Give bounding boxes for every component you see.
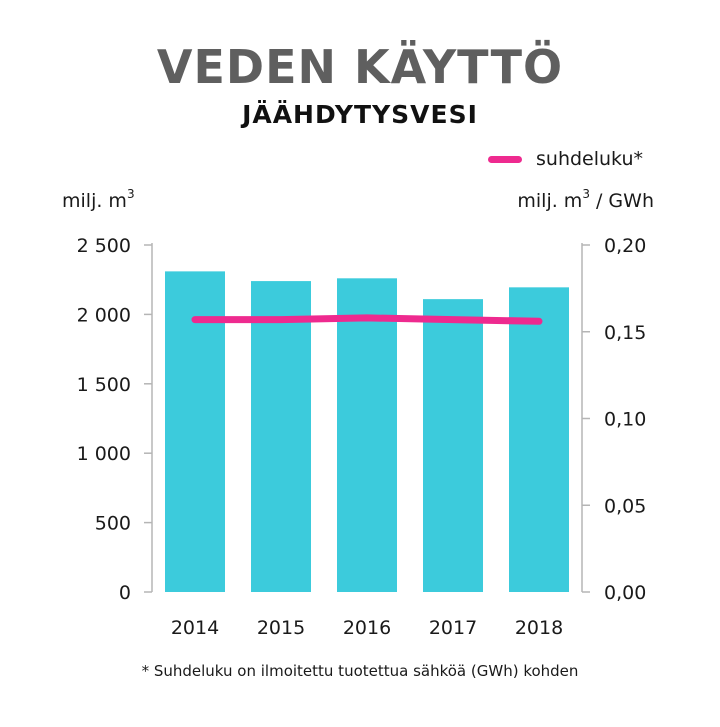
left-tick-label: 1 000 <box>77 443 131 465</box>
suhdeluku-line <box>191 314 543 325</box>
bar-2017 <box>423 299 483 592</box>
right-tick-label: 0,00 <box>604 582 646 604</box>
chart-subtitle: JÄÄHDYTYSVESI <box>242 100 478 129</box>
right-axis-unit: milj. m3 / GWh <box>517 187 654 212</box>
right-axis-unit-sup: 3 <box>582 187 590 201</box>
left-tick-label: 2 500 <box>77 235 131 257</box>
legend: suhdeluku* <box>488 146 643 172</box>
x-tick-label: 2014 <box>171 617 219 639</box>
x-tick-label: 2018 <box>515 617 563 639</box>
left-tick-label: 0 <box>119 582 131 604</box>
right-axis-unit-suffix: / GWh <box>589 190 654 212</box>
right-tick-label: 0,05 <box>604 495 646 517</box>
footnote: * Suhdeluku on ilmoitettu tuotettua sähk… <box>141 662 579 680</box>
right-tick-label: 0,20 <box>604 235 646 257</box>
x-tick-label: 2016 <box>343 617 391 639</box>
bar-2015 <box>251 281 311 592</box>
left-axis-unit-text: milj. m <box>62 190 127 212</box>
left-tick-label: 500 <box>95 513 131 535</box>
x-tick-label: 2017 <box>429 617 477 639</box>
left-tick-label: 2 000 <box>77 304 131 326</box>
bar-2018 <box>509 287 569 592</box>
right-tick-label: 0,10 <box>604 409 646 431</box>
legend-label-suhdeluku: suhdeluku* <box>536 148 644 170</box>
legend-line-swatch <box>488 155 522 163</box>
bar-2014 <box>165 271 225 592</box>
left-axis-unit: milj. m3 <box>62 187 135 212</box>
chart-title: VEDEN KÄYTTÖ <box>156 40 564 94</box>
right-tick-label: 0,15 <box>604 322 646 344</box>
bar-2016 <box>337 278 397 592</box>
x-tick-label: 2015 <box>257 617 305 639</box>
right-axis-unit-text: milj. m <box>517 190 583 212</box>
left-tick-label: 1 500 <box>77 374 131 396</box>
left-axis-unit-sup: 3 <box>126 187 135 201</box>
